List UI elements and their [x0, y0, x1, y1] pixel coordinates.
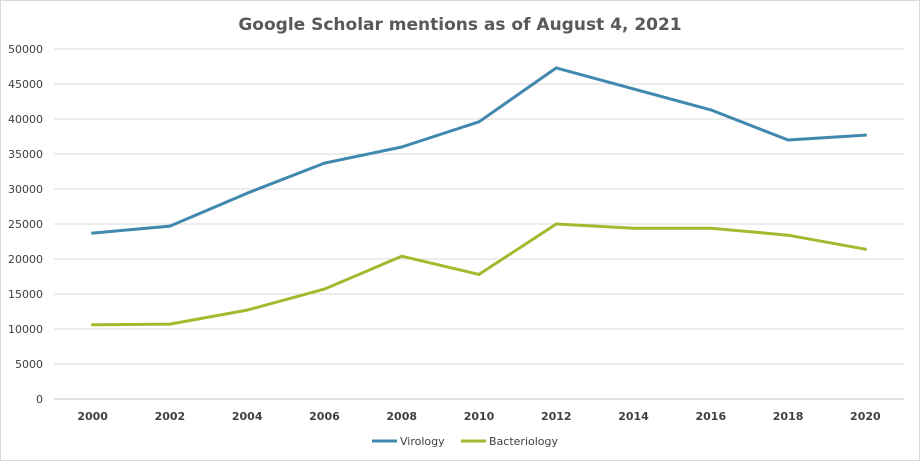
- x-tick-label: 2018: [773, 410, 804, 423]
- x-axis-tick-labels: 2000 2002 2004 2006 2008 2010 2012 2014 2016 2018…: [77, 410, 881, 423]
- data-point-bacteriology: [786, 233, 790, 237]
- data-point-virology: [632, 87, 636, 91]
- data-point-virology: [477, 120, 481, 124]
- x-tick-label: 2016: [696, 410, 727, 423]
- data-point-virology: [863, 133, 867, 137]
- x-tick-label: 2014: [618, 410, 649, 423]
- y-tick-label: 45000: [8, 78, 43, 91]
- x-tick-label: 2006: [309, 410, 340, 423]
- chart-title: Google Scholar mentions as of August 4, …: [238, 15, 681, 35]
- data-point-virology: [168, 224, 172, 228]
- y-tick-label: 35000: [8, 148, 43, 161]
- data-point-virology: [91, 231, 95, 235]
- y-tick-label: 25000: [8, 218, 43, 231]
- data-point-virology: [245, 191, 249, 195]
- data-point-bacteriology: [168, 322, 172, 326]
- y-tick-label: 5000: [15, 358, 43, 371]
- x-tick-label: 2004: [232, 410, 263, 423]
- x-tick-label: 2010: [464, 410, 495, 423]
- legend-label-virology: Virology: [400, 435, 445, 448]
- data-point-virology: [554, 66, 558, 70]
- y-tick-label: 0: [36, 393, 43, 406]
- data-point-virology: [786, 138, 790, 142]
- series-lines: [91, 66, 867, 327]
- data-point-bacteriology: [400, 254, 404, 258]
- x-tick-label: 2020: [850, 410, 881, 423]
- y-tick-label: 30000: [8, 183, 43, 196]
- legend-label-bacteriology: Bacteriology: [489, 435, 558, 448]
- data-point-bacteriology: [554, 222, 558, 226]
- y-tick-label: 20000: [8, 253, 43, 266]
- data-point-bacteriology: [632, 226, 636, 230]
- x-tick-label: 2008: [386, 410, 417, 423]
- y-axis-tick-labels: 0 5000 10000 15000 20000 25000 30000 35000 40000…: [8, 43, 43, 406]
- data-point-bacteriology: [477, 272, 481, 276]
- data-point-bacteriology: [91, 323, 95, 327]
- y-tick-label: 10000: [8, 323, 43, 336]
- data-point-virology: [709, 108, 713, 112]
- series-line-virology: [91, 66, 867, 235]
- data-point-bacteriology: [245, 308, 249, 312]
- data-point-bacteriology: [322, 287, 326, 291]
- legend: Virology Bacteriology: [372, 435, 558, 448]
- y-tick-label: 50000: [8, 43, 43, 56]
- data-point-bacteriology: [709, 226, 713, 230]
- x-tick-label: 2012: [541, 410, 572, 423]
- gridlines: [54, 48, 904, 400]
- y-tick-label: 40000: [8, 113, 43, 126]
- data-point-virology: [400, 145, 404, 149]
- data-point-virology: [322, 161, 326, 165]
- data-point-bacteriology: [863, 247, 867, 251]
- x-tick-label: 2002: [155, 410, 186, 423]
- x-tick-label: 2000: [77, 410, 108, 423]
- y-tick-label: 15000: [8, 288, 43, 301]
